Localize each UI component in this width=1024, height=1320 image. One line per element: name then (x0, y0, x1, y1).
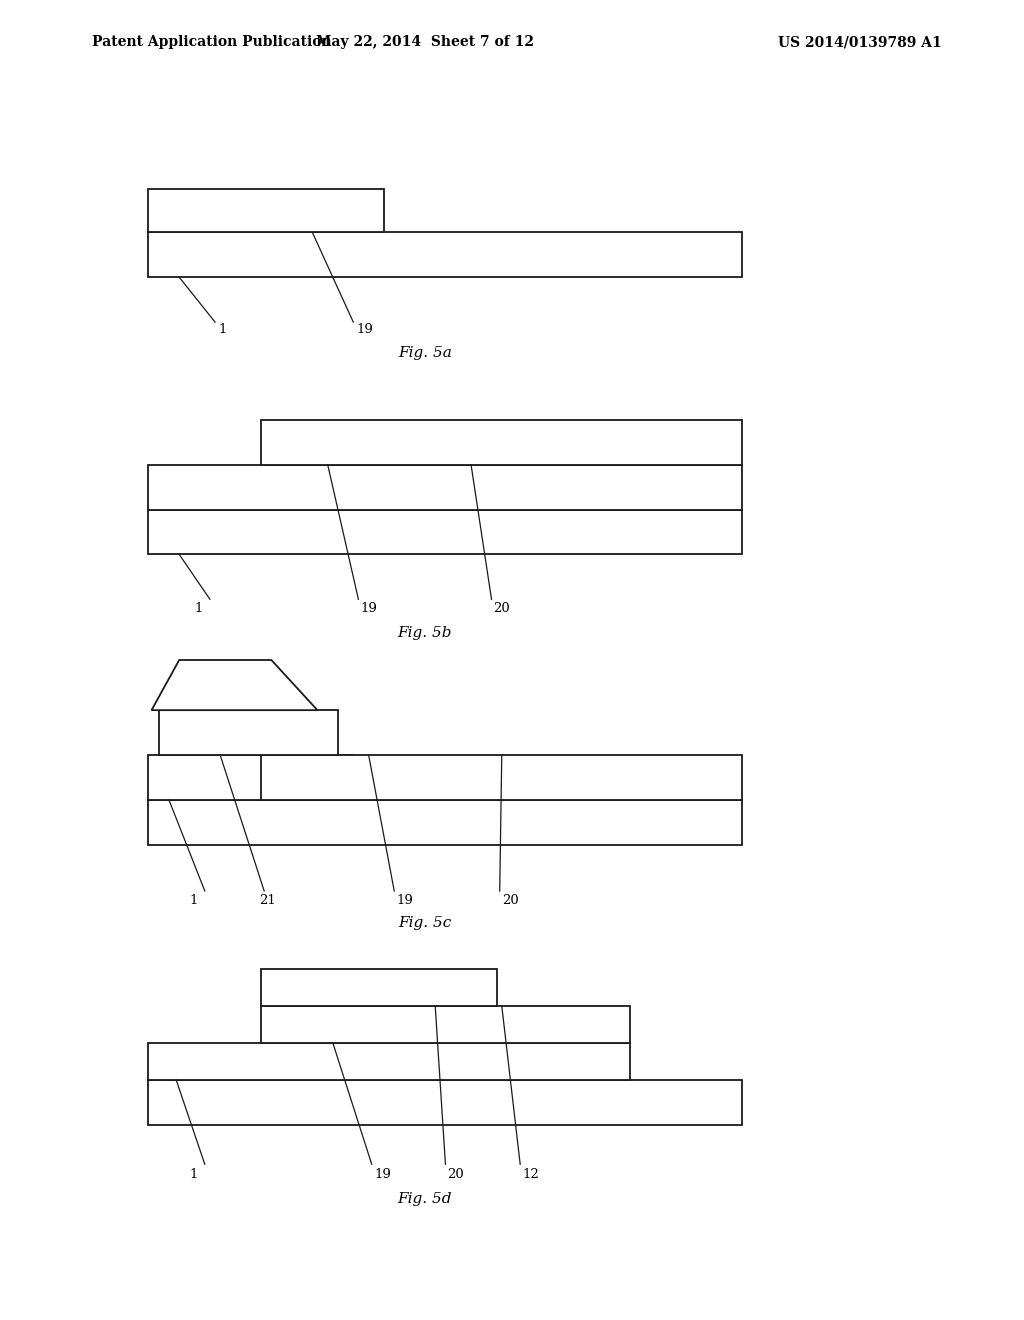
Text: 19: 19 (360, 602, 377, 615)
Text: 1: 1 (189, 894, 198, 907)
Bar (261, 969, 497, 1006)
Bar (261, 1006, 630, 1043)
Text: 21: 21 (259, 894, 275, 907)
Bar (148, 465, 742, 510)
Bar (148, 1080, 742, 1125)
Text: 20: 20 (447, 1168, 464, 1181)
Bar (148, 755, 353, 800)
Text: Fig. 5c: Fig. 5c (398, 916, 452, 931)
Polygon shape (152, 660, 317, 710)
Text: 1: 1 (218, 323, 226, 337)
Text: 19: 19 (375, 1168, 391, 1181)
Bar (148, 510, 742, 554)
Text: 19: 19 (356, 323, 373, 337)
Bar (148, 232, 742, 277)
Bar (159, 710, 338, 755)
Text: May 22, 2014  Sheet 7 of 12: May 22, 2014 Sheet 7 of 12 (316, 36, 534, 49)
Bar (261, 420, 742, 465)
Text: Fig. 5b: Fig. 5b (397, 626, 453, 640)
Text: 1: 1 (189, 1168, 198, 1181)
Bar (148, 189, 384, 232)
Text: Fig. 5a: Fig. 5a (398, 346, 452, 360)
Text: Patent Application Publication: Patent Application Publication (92, 36, 332, 49)
Bar (261, 755, 742, 800)
Text: 19: 19 (396, 894, 413, 907)
Bar (148, 800, 742, 845)
Bar (148, 1043, 630, 1080)
Text: 1: 1 (195, 602, 203, 615)
Text: US 2014/0139789 A1: US 2014/0139789 A1 (778, 36, 942, 49)
Text: 20: 20 (502, 894, 518, 907)
Text: 12: 12 (522, 1168, 539, 1181)
Text: 20: 20 (494, 602, 510, 615)
Text: Fig. 5d: Fig. 5d (397, 1192, 453, 1206)
